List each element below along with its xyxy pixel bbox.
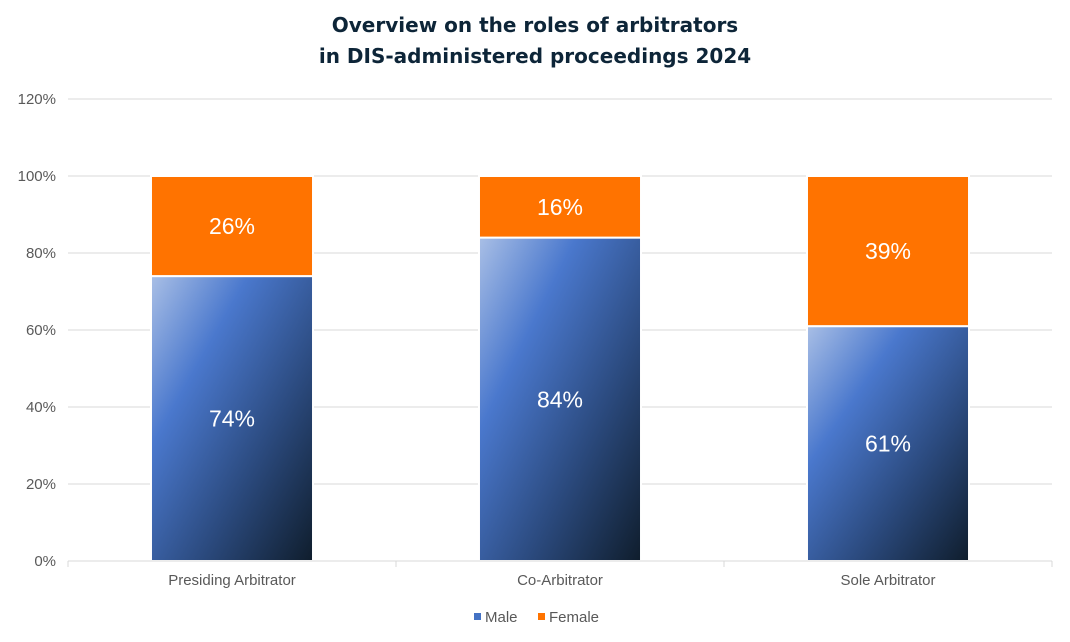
data-label-male: 74% — [209, 406, 255, 432]
y-tick-label: 80% — [26, 245, 56, 262]
y-tick-label: 0% — [34, 553, 56, 570]
bar-female-2 — [477, 175, 643, 239]
y-tick-label: 100% — [18, 168, 56, 185]
data-label-male: 84% — [537, 386, 583, 412]
legend-label-male: Male — [485, 609, 518, 626]
legend-label-female: Female — [549, 609, 599, 626]
legend: Male Female — [474, 609, 599, 626]
y-tick-label: 120% — [18, 91, 56, 108]
x-axis: Presiding Arbitrator Co-Arbitrator Sole Ar… — [67, 560, 1053, 589]
x-tick-label: Sole Arbitrator — [840, 572, 935, 589]
data-label-female: 26% — [209, 213, 255, 239]
chart-title-line-2: in DIS-administered proceedings 2024 — [318, 44, 752, 68]
data-label-male: 61% — [865, 431, 911, 457]
bar-male-1 — [149, 275, 315, 562]
chart-title: Overview on the roles of arbitrators in … — [0, 10, 1070, 72]
legend-swatch-male — [474, 613, 481, 620]
data-label-female: 39% — [865, 238, 911, 264]
bar-female-1 — [149, 175, 315, 278]
bar-female-3 — [805, 175, 971, 328]
y-tick-label: 20% — [26, 476, 56, 493]
y-tick-label: 40% — [26, 399, 56, 416]
data-label-female: 16% — [537, 194, 583, 220]
bars — [149, 175, 971, 562]
data-labels: 74% 26% 84% 16% 61% 39% — [209, 194, 911, 457]
chart-title-line-1: Overview on the roles of arbitrators — [331, 13, 739, 37]
y-tick-label: 60% — [26, 322, 56, 339]
x-tick-label: Co-Arbitrator — [517, 572, 603, 589]
legend-swatch-female — [538, 613, 545, 620]
x-tick-label: Presiding Arbitrator — [168, 572, 296, 589]
y-axis: 0% 20% 40% 60% 80% 100% 120% — [18, 91, 56, 570]
